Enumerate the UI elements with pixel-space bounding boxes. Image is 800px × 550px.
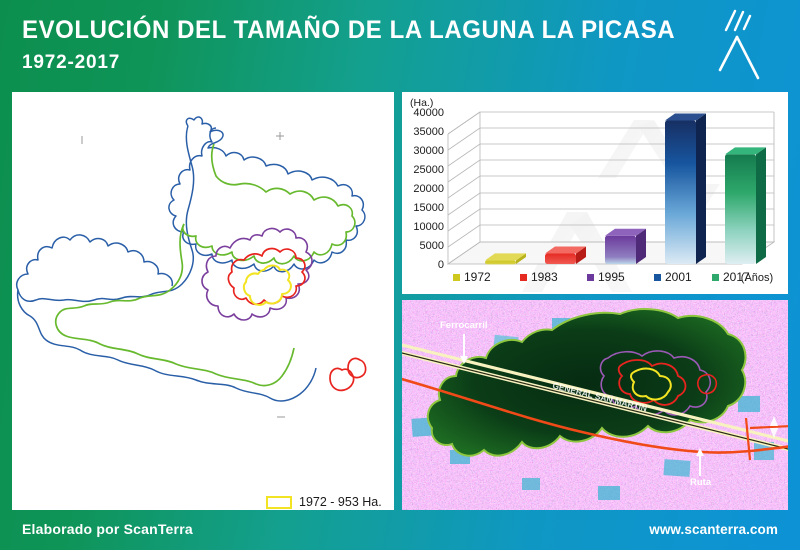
page-subtitle: 1972-2017: [22, 52, 121, 73]
arrow-up-icon: [696, 448, 704, 456]
route-line: [402, 377, 788, 454]
map-legend: 1972 - 953 Ha. 1983 - 2.765 Ha. 1995 - 7…: [266, 492, 394, 510]
sat-contour-1983-east: [697, 373, 718, 395]
svg-text:35000: 35000: [413, 126, 444, 138]
chart-bar-1995: [605, 228, 646, 264]
chart-bar-2017: [725, 147, 766, 264]
chart-bar-2001: [665, 113, 706, 264]
scanterra-logo-icon: [718, 9, 760, 80]
graticule-marks: [81, 132, 285, 418]
svg-text:30000: 30000: [413, 145, 444, 157]
bar-chart-panel: (Ha.): [402, 92, 788, 294]
svg-text:5000: 5000: [420, 240, 444, 252]
legend-swatch-1972: [266, 495, 292, 509]
page-title: EVOLUCIÓN DEL TAMAÑO DE LA LAGUNA LA PIC…: [22, 16, 676, 44]
sat-contour-1972: [630, 367, 672, 401]
chart-legend-1995: 1995: [598, 270, 625, 284]
contour-2017: [181, 143, 356, 265]
satellite-image-panel: GENERAL SAN MARTIN Ferrocarril Ruta: [402, 300, 788, 510]
svg-text:0: 0: [438, 259, 444, 271]
header-banner: EVOLUCIÓN DEL TAMAÑO DE LA LAGUNA LA PIC…: [0, 0, 800, 88]
chart-legend-1972: 1972: [464, 270, 491, 284]
sat-contour-1983: [617, 359, 687, 406]
footer-credit: Elaborado por ScanTerra: [22, 521, 193, 537]
chart-bar-1972: [485, 253, 526, 265]
railway-label-text: Ferrocarril: [440, 320, 488, 331]
sat-contour-1995: [599, 350, 712, 416]
svg-text:15000: 15000: [413, 202, 444, 214]
contour-1995: [201, 227, 313, 321]
railway-annotation: Ferrocarril: [440, 320, 488, 364]
legend-label-1972: 1972 - 953 Ha.: [299, 495, 382, 509]
svg-text:10000: 10000: [413, 221, 444, 233]
contour-1972: [242, 264, 292, 306]
north-arrow-icon: [770, 416, 778, 438]
satellite-image-graphic: GENERAL SAN MARTIN Ferrocarril Ruta: [402, 300, 788, 510]
contour-1983: [227, 247, 306, 306]
contour-map-graphic: [12, 92, 394, 510]
contour-2017-west: [54, 223, 295, 387]
chart-y-ticks: 0 5000 10000 15000 20000 25000 30000 35000 40000: [413, 107, 444, 271]
chart-bar-1983: [545, 246, 586, 264]
chart-x-axis-label: (Años): [741, 272, 773, 284]
route-branch: [744, 417, 788, 461]
arrow-down-icon: [460, 356, 468, 364]
contour-map-panel: 1972 - 953 Ha. 1983 - 2.765 Ha. 1995 - 7…: [12, 92, 394, 510]
footer-website[interactable]: www.scanterra.com: [649, 522, 778, 537]
route-label-text: Ruta: [690, 477, 712, 488]
contour-1983-east2: [347, 357, 367, 379]
bar-chart-graphic: (Ha.): [402, 92, 788, 294]
svg-text:20000: 20000: [413, 183, 444, 195]
chart-legend-1983: 1983: [531, 270, 558, 284]
chart-y-axis-label: (Ha.): [410, 97, 433, 109]
chart-legend: 1972 1983 1995 2001 2017 (Años): [453, 270, 773, 284]
svg-text:25000: 25000: [413, 164, 444, 176]
contour-2001-south: [16, 289, 317, 402]
footer-bar: Elaborado por ScanTerra www.scanterra.co…: [0, 510, 800, 550]
route-annotation: Ruta: [690, 448, 712, 488]
list-item: 1972 - 953 Ha.: [266, 492, 394, 510]
chart-legend-2001: 2001: [665, 270, 692, 284]
contour-2001: [168, 116, 366, 273]
svg-text:40000: 40000: [413, 107, 444, 119]
chart-legend-2017: 2017: [723, 270, 750, 284]
contour-1983-east: [329, 367, 355, 392]
